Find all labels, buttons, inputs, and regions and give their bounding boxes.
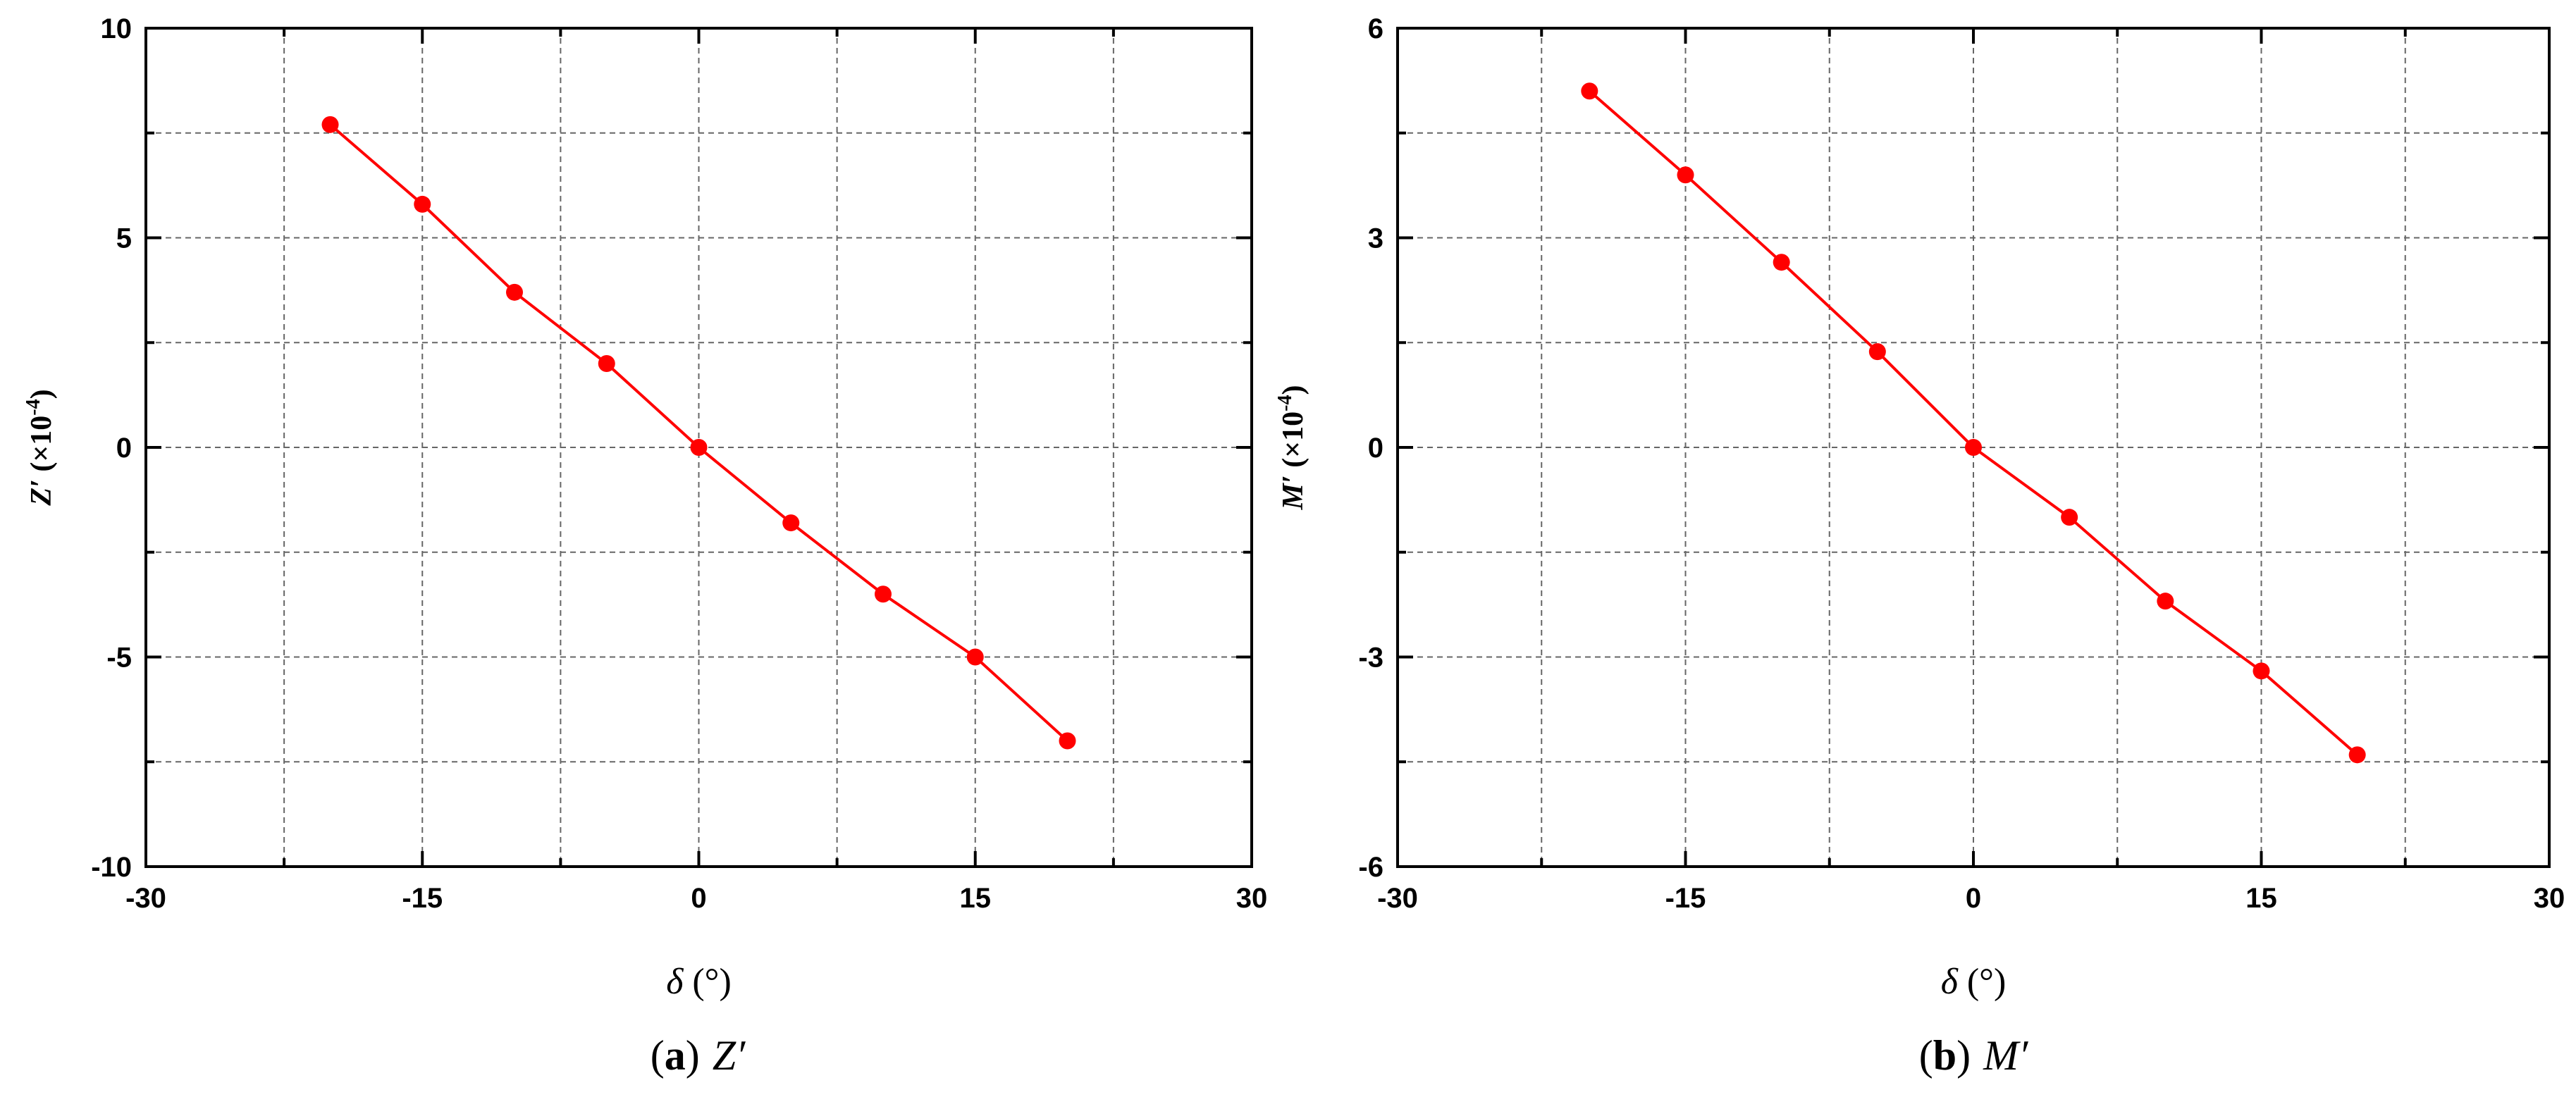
y-axis-exponent: -4 [23, 399, 44, 415]
x-tick-label: 15 [2245, 883, 2277, 914]
data-point [1773, 254, 1790, 271]
y-tick-label: 0 [116, 433, 132, 464]
caption-close: ) [1956, 1032, 1971, 1079]
x-axis-unit: (°) [683, 962, 731, 1002]
y-axis-close: ) [25, 389, 58, 399]
data-point [1677, 166, 1694, 184]
x-tick-label: -30 [1377, 883, 1418, 914]
data-point [966, 648, 984, 666]
x-axis-title: δ (°) [666, 962, 732, 1002]
data-point [690, 439, 708, 456]
x-axis-symbol: δ [666, 962, 684, 1002]
y-tick-label: 6 [1368, 13, 1383, 44]
data-point [1965, 439, 1982, 456]
y-tick-label: -5 [106, 643, 132, 674]
caption-close: ) [686, 1032, 700, 1079]
data-point [782, 514, 800, 532]
y-axis-title: Z′ (×10-4) [23, 389, 58, 506]
y-tick-label: 10 [101, 13, 133, 44]
y-axis-exponent: -4 [1274, 395, 1296, 411]
panel-caption: (a) Z′ [651, 1032, 746, 1079]
data-point [2253, 662, 2270, 680]
x-tick-label: -15 [402, 883, 443, 914]
chart-panel-a: -30 -15 0 15 30 -10 -5 0 5 10 δ (°) Z′ (×10-4) (a) Z′ [23, 13, 1267, 1079]
x-axis-title: δ (°) [1941, 962, 2007, 1002]
data-point [1868, 343, 1886, 361]
y-axis-title: M′ (×10-4) [1274, 385, 1309, 511]
data-point [2348, 746, 2366, 764]
caption-symbol: M′ [1983, 1032, 2028, 1079]
y-tick-label: -10 [91, 852, 132, 883]
x-axis-unit: (°) [1958, 962, 2006, 1002]
x-tick-label: 15 [960, 883, 992, 914]
x-tick-label: 30 [2534, 883, 2565, 914]
data-point [2157, 593, 2174, 610]
y-tick-label: -6 [1358, 852, 1383, 883]
data-point [875, 585, 892, 603]
x-tick-label: 0 [1966, 883, 1981, 914]
data-point [2061, 509, 2078, 526]
x-tick-label: 30 [1236, 883, 1268, 914]
caption-letter: b [1933, 1032, 1956, 1079]
y-axis-symbol: Z′ [25, 479, 58, 506]
caption-symbol: Z′ [713, 1032, 746, 1079]
y-tick-label: -3 [1358, 643, 1383, 674]
caption-open: ( [651, 1032, 665, 1079]
x-tick-label: 0 [691, 883, 706, 914]
data-point [1581, 82, 1598, 100]
caption-open: ( [1919, 1032, 1933, 1079]
y-tick-label: 5 [116, 223, 132, 254]
data-point [414, 195, 431, 213]
y-axis-unit: (×10 [1277, 411, 1309, 475]
y-axis-symbol: M′ [1277, 475, 1309, 510]
x-tick-label: -30 [125, 883, 166, 914]
y-tick-label: 0 [1368, 433, 1383, 464]
panel-caption: (b) M′ [1919, 1032, 2028, 1079]
data-point [598, 355, 615, 372]
x-tick-label: -15 [1665, 883, 1706, 914]
x-axis-symbol: δ [1941, 962, 1959, 1002]
y-axis-unit: (×10 [25, 416, 58, 479]
y-axis-close: ) [1277, 385, 1309, 395]
y-tick-label: 3 [1368, 223, 1383, 254]
data-point [1059, 732, 1076, 750]
caption-letter: a [665, 1032, 686, 1079]
data-point [506, 283, 523, 301]
data-point [321, 116, 339, 133]
